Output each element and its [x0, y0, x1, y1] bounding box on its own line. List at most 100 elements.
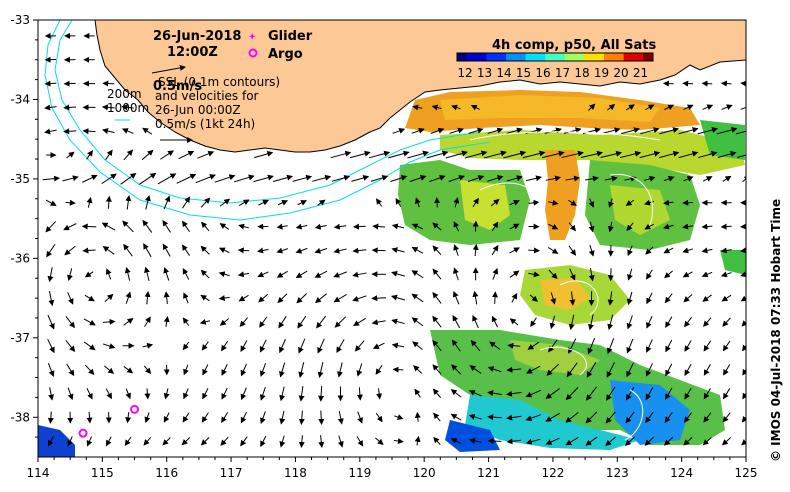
x-tick-label: 121 — [477, 466, 500, 480]
velocity-arrow — [468, 390, 482, 397]
velocity-arrow — [65, 199, 76, 206]
velocity-arrow — [414, 388, 421, 398]
velocity-arrow — [723, 364, 731, 376]
velocity-arrow — [391, 342, 405, 349]
depth-1000-label: 1000m — [107, 101, 149, 115]
colorbar-segment — [604, 53, 608, 61]
velocity-arrow — [314, 270, 328, 278]
velocity-arrow — [492, 267, 499, 280]
velocity-arrow — [468, 127, 484, 134]
velocity-arrow — [703, 340, 712, 352]
velocity-arrow — [452, 291, 460, 305]
x-tick-label: 114 — [27, 466, 50, 480]
velocity-arrow — [176, 173, 197, 184]
velocity-arrow — [702, 437, 712, 446]
sla-contours — [469, 131, 661, 441]
velocity-arrow — [740, 271, 746, 278]
colorbar-segment — [541, 53, 546, 61]
velocity-arrow — [605, 436, 617, 446]
velocity-arrow — [487, 175, 504, 182]
velocity-arrow — [411, 270, 424, 279]
velocity-arrow — [644, 175, 656, 182]
velocity-arrow — [487, 366, 502, 373]
velocity-arrow — [621, 127, 641, 135]
velocity-arrow — [625, 104, 635, 111]
colorbar-segment — [571, 53, 576, 61]
velocity-arrow — [586, 362, 597, 378]
velocity-arrow — [393, 438, 404, 445]
velocity-arrow — [506, 366, 522, 373]
velocity-arrow — [200, 294, 210, 302]
colorbar-segment — [620, 53, 625, 61]
velocity-arrow — [548, 199, 559, 206]
velocity-arrow — [626, 222, 634, 232]
velocity-arrow — [665, 316, 673, 328]
velocity-arrow — [433, 412, 441, 422]
velocity-arrow — [619, 150, 642, 159]
velocity-arrow — [47, 411, 54, 424]
velocity-arrow — [257, 247, 269, 254]
velocity-arrow — [279, 410, 286, 425]
velocity-arrow — [585, 175, 599, 182]
velocity-arrow — [182, 317, 190, 326]
colorbar-segment — [538, 53, 543, 61]
velocity-arrow — [318, 386, 325, 402]
velocity-arrow — [157, 173, 177, 185]
velocity-arrow — [506, 414, 522, 421]
velocity-arrow — [678, 150, 699, 159]
velocity-arrow — [330, 150, 352, 159]
colorbar-tick-label: 13 — [477, 66, 492, 80]
velocity-arrow — [568, 338, 577, 354]
velocity-arrow — [449, 127, 464, 134]
velocity-arrow — [238, 223, 249, 230]
velocity-arrow — [624, 436, 635, 446]
x-tick-label: 118 — [284, 466, 307, 480]
velocity-arrow — [352, 271, 367, 278]
velocity-arrow — [682, 271, 693, 278]
velocity-arrow — [659, 150, 680, 159]
velocity-arrow — [588, 314, 594, 331]
velocity-arrow — [86, 150, 93, 160]
velocity-arrow — [627, 268, 633, 281]
velocity-arrow — [218, 295, 230, 302]
velocity-arrow — [144, 266, 150, 282]
velocity-arrow — [81, 223, 97, 230]
velocity-arrow — [625, 386, 635, 401]
velocity-arrow — [221, 412, 229, 424]
depth-200-label: 200m — [107, 87, 142, 101]
velocity-arrow — [526, 175, 542, 182]
velocity-arrow — [47, 267, 54, 283]
velocity-arrow — [279, 386, 286, 402]
velocity-arrow — [739, 247, 746, 254]
velocity-arrow — [639, 150, 661, 159]
velocity-arrow — [105, 388, 112, 400]
velocity-arrow — [665, 363, 673, 377]
velocity-arrow — [371, 319, 386, 326]
velocity-arrow — [588, 103, 596, 111]
velocity-arrow — [65, 339, 76, 353]
velocity-arrow — [357, 411, 363, 424]
colorbar-segment — [479, 53, 484, 61]
velocity-arrow — [549, 315, 556, 330]
arrow-scale-label: 0.5m/s — [153, 79, 202, 94]
velocity-arrow — [509, 223, 520, 230]
colorbar-segment — [568, 53, 572, 61]
velocity-arrow — [102, 343, 116, 349]
velocity-arrow — [67, 387, 74, 401]
colorbar-tick-label: 19 — [594, 66, 609, 80]
velocity-arrow — [102, 128, 115, 134]
velocity-arrow — [200, 197, 211, 208]
velocity-arrow — [63, 104, 77, 111]
velocity-arrow — [125, 412, 132, 424]
velocity-arrow — [740, 295, 746, 302]
velocity-arrow — [66, 363, 75, 377]
velocity-arrow — [701, 247, 713, 254]
velocity-arrow — [375, 412, 383, 423]
velocity-arrow — [491, 244, 499, 256]
credit-label: © IMOS 04-Jul-2018 07:33 Hobart Time — [769, 199, 783, 462]
velocity-arrow — [101, 222, 116, 231]
colorbar-tick-label: 20 — [613, 66, 628, 80]
velocity-arrow — [432, 291, 442, 304]
velocity-arrow — [735, 130, 746, 135]
velocity-arrow — [703, 364, 711, 376]
